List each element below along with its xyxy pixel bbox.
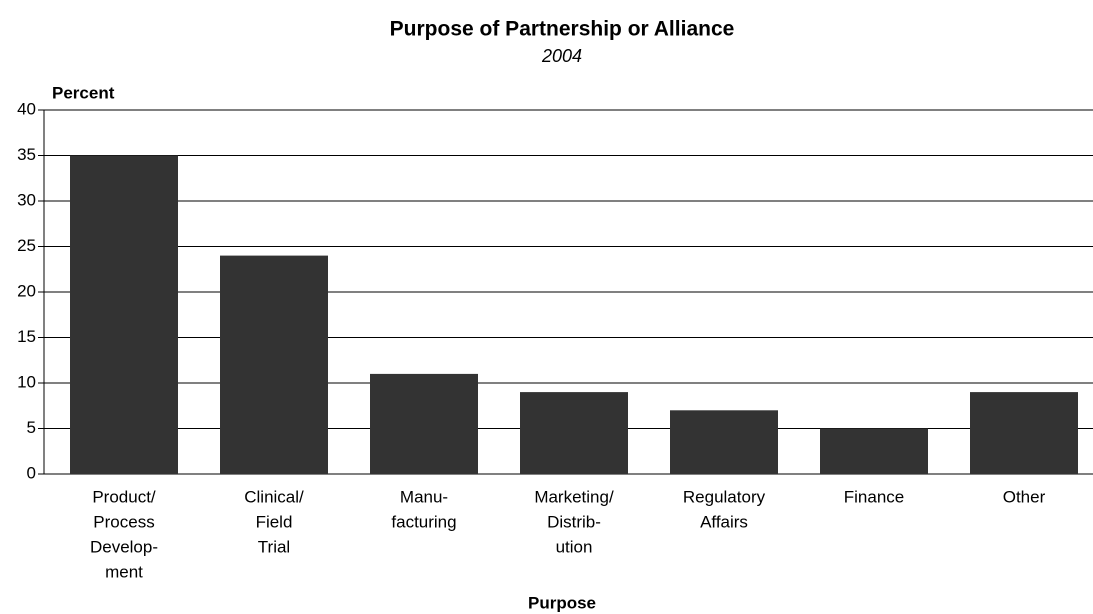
x-tick-label: ment <box>105 562 143 581</box>
bar <box>820 428 928 474</box>
x-tick-label: Manu- <box>400 487 448 506</box>
bar <box>220 255 328 474</box>
x-tick-label: ution <box>556 537 593 556</box>
x-tick-label: Distrib- <box>547 512 601 531</box>
bar <box>70 155 178 474</box>
x-tick-label: Trial <box>258 537 290 556</box>
x-tick-label: Develop- <box>90 537 158 556</box>
bar <box>670 410 778 474</box>
x-tick-label: Product/ <box>92 487 156 506</box>
x-tick-label: Clinical/ <box>244 487 304 506</box>
y-tick-label: 20 <box>17 281 36 300</box>
bar <box>970 392 1078 474</box>
y-axis-label: Percent <box>52 83 115 102</box>
y-tick-label: 10 <box>17 372 36 391</box>
bar <box>370 373 478 474</box>
y-tick-label: 35 <box>17 145 36 164</box>
chart-title: Purpose of Partnership or Alliance <box>390 18 735 41</box>
bar <box>520 392 628 474</box>
x-tick-label: facturing <box>391 512 456 531</box>
x-tick-label: Process <box>93 512 154 531</box>
y-tick-label: 15 <box>17 327 36 346</box>
chart-subtitle: 2004 <box>541 46 582 66</box>
x-tick-label: Finance <box>844 487 904 506</box>
y-tick-label: 0 <box>27 463 36 482</box>
y-tick-label: 40 <box>17 99 36 118</box>
x-tick-label: Other <box>1003 487 1046 506</box>
x-axis-label: Purpose <box>528 593 596 612</box>
y-tick-label: 30 <box>17 190 36 209</box>
x-tick-label: Marketing/ <box>534 487 614 506</box>
x-tick-label: Field <box>256 512 293 531</box>
y-tick-label: 5 <box>27 418 36 437</box>
y-tick-label: 25 <box>17 236 36 255</box>
x-tick-label: Regulatory <box>683 487 766 506</box>
x-tick-label: Affairs <box>700 512 748 531</box>
